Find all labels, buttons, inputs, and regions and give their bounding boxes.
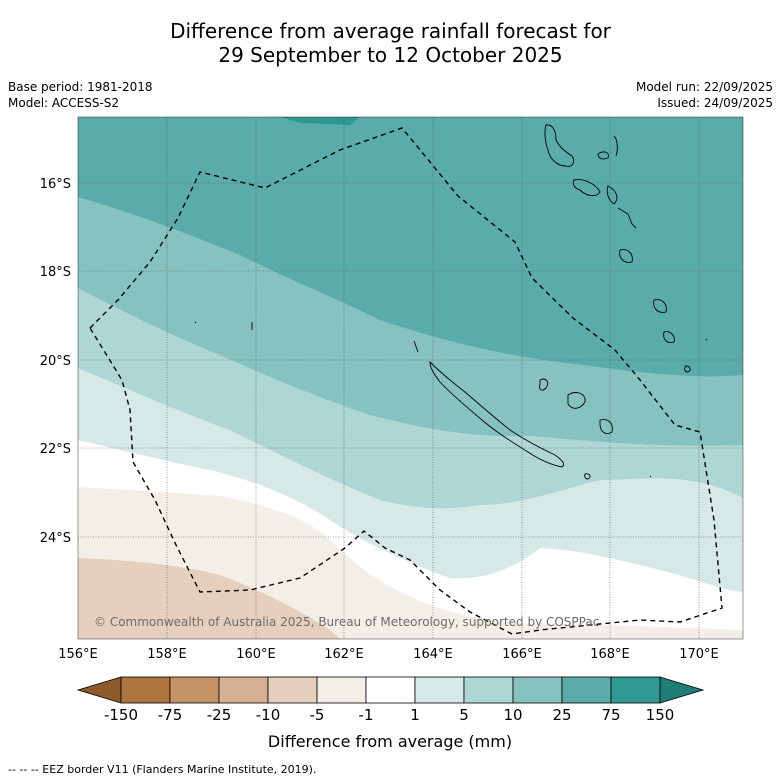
shepherd-islands [617, 207, 637, 229]
lon-label: 160°E [236, 647, 276, 662]
aneityum-coast [684, 365, 691, 373]
espiritu-santo-coast [544, 124, 575, 167]
tanna-coast [663, 331, 675, 343]
meta-left: Base period: 1981-2018 Model: ACCESS-S2 [8, 79, 153, 111]
colorbar-tick-label: 25 [552, 706, 571, 724]
small-reef-3 [649, 475, 652, 478]
small-reef-1 [194, 321, 197, 324]
colorbar-tick-label: -25 [207, 706, 232, 724]
malakula-coast [572, 179, 601, 197]
lon-label: 170°E [679, 647, 719, 662]
isle-of-pines [584, 473, 591, 480]
lon-label: 156°E [58, 647, 98, 662]
colorbar-swatch [218, 676, 269, 704]
colorbar-swatch [561, 676, 612, 704]
ouvea-coast [539, 378, 549, 391]
title-line-2: 29 September to 12 October 2025 [218, 43, 563, 67]
colorbar-tick-label: 1 [410, 706, 420, 724]
map-frame [77, 116, 744, 640]
colorbar-tick-label: 5 [459, 706, 469, 724]
contour-fills [78, 117, 743, 639]
lon-label: 162°E [324, 647, 364, 662]
ambrym-epi-coast [606, 185, 618, 205]
lat-label: 16°S [40, 177, 71, 192]
graticule [78, 117, 743, 639]
colorbar-tick-label: -150 [104, 706, 138, 724]
new-caledonia-coast [429, 360, 565, 468]
title-line-1: Difference from average rainfall forecas… [170, 19, 611, 43]
colorbar-tick-label: 150 [646, 706, 675, 724]
lat-axis: 16°S 18°S 20°S 22°S 24°S [40, 177, 71, 546]
contour-fill-neg10-neg5 [78, 558, 340, 639]
colorbar-swatch [267, 676, 318, 704]
small-reef-2 [705, 338, 708, 341]
mare-coast [599, 419, 613, 435]
lat-label: 20°S [40, 354, 71, 369]
lat-label: 22°S [40, 442, 71, 457]
colorbar-tick-label: 75 [601, 706, 620, 724]
colorbar-extend-low [76, 676, 122, 704]
lon-label: 168°E [590, 647, 630, 662]
lon-label: 158°E [147, 647, 187, 662]
colorbar-tick-label: -10 [256, 706, 281, 724]
model-name: Model: ACCESS-S2 [8, 96, 120, 110]
eez-border [89, 127, 723, 635]
belep-islands [413, 340, 419, 353]
lon-label: 166°E [502, 647, 542, 662]
colorbar-swatch [414, 676, 465, 704]
model-run: Model run: 22/09/2025 [635, 80, 773, 94]
footer-note: -- -- -- EEZ border V11 (Flanders Marine… [8, 763, 317, 776]
lon-axis: 156°E 158°E 160°E 162°E 164°E 166°E 168°… [58, 647, 719, 662]
colorbar-swatch [463, 676, 514, 704]
base-period: Base period: 1981-2018 [8, 80, 153, 94]
colorbar-tick-label: 10 [503, 706, 522, 724]
maewo-coast [597, 151, 609, 160]
lat-label: 18°S [40, 265, 71, 280]
copyright-text: © Commonwealth of Australia 2025, Bureau… [94, 615, 599, 629]
colorbar-swatch [610, 676, 661, 704]
map-title: Difference from average rainfall forecas… [0, 19, 781, 67]
colorbar-tick-label: -5 [310, 706, 325, 724]
colorbar: -150 -75 -25 -10 -5 -1 1 5 10 25 75 150 [76, 676, 705, 724]
lifou-coast [567, 392, 586, 409]
lon-label: 164°E [413, 647, 453, 662]
pentecost-coast [613, 135, 618, 157]
colorbar-label: Difference from average (mm) [268, 732, 512, 751]
contour-fill-75-150 [280, 117, 360, 125]
colorbar-swatch [169, 676, 220, 704]
colorbar-swatch [120, 676, 171, 704]
colorbar-swatch [365, 676, 416, 704]
lat-label: 24°S [40, 531, 71, 546]
colorbar-extend-high [659, 676, 705, 704]
colorbar-swatch [512, 676, 563, 704]
issued-date: Issued: 24/09/2025 [657, 96, 773, 110]
efate-coast [619, 249, 633, 263]
erromango-coast [653, 299, 667, 313]
colorbar-tick-label: -1 [359, 706, 374, 724]
coastlines [194, 124, 708, 480]
meta-right: Model run: 22/09/2025 Issued: 24/09/2025 [636, 79, 773, 111]
colorbar-tick-label: -75 [158, 706, 183, 724]
colorbar-swatch [316, 676, 367, 704]
